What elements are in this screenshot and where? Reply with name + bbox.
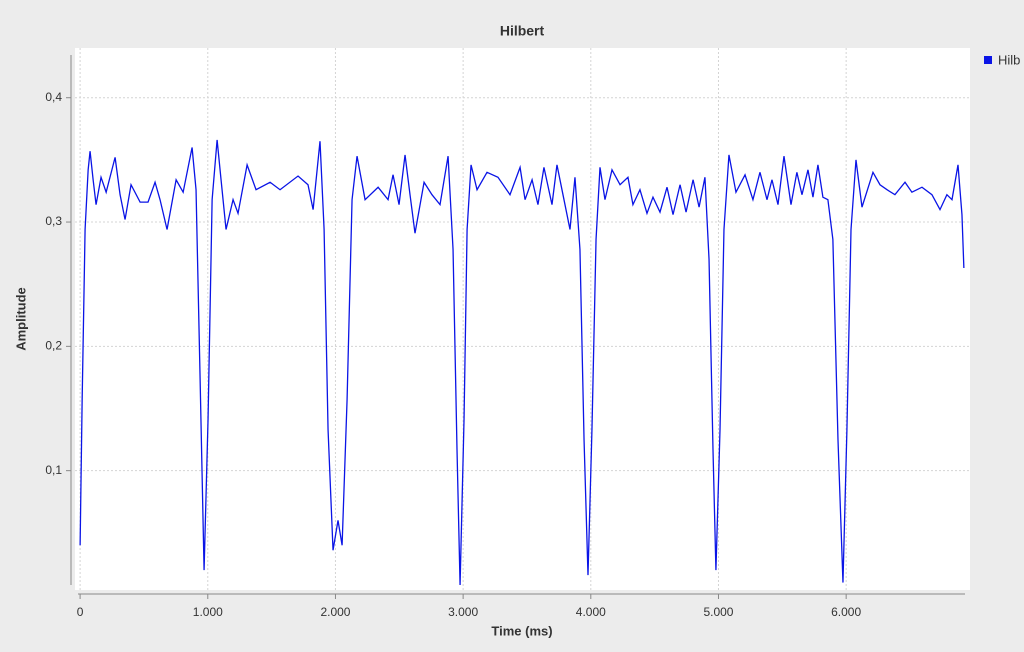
x-tick-label: 1.000 [193,605,223,619]
x-tick-label: 2.000 [320,605,350,619]
y-tick-label: 0,2 [45,339,62,353]
x-tick-label: 6.000 [831,605,861,619]
x-tick-label: 5.000 [703,605,733,619]
y-axis-label: Amplitude [13,287,28,351]
plot-area [75,48,970,590]
x-axis-label: Time (ms) [491,623,552,638]
legend-label: Hilb [998,52,1020,67]
y-tick-label: 0,4 [45,90,62,104]
x-tick-label: 0 [77,605,84,619]
legend-swatch [984,56,992,64]
y-tick-label: 0,1 [45,463,62,477]
data-line [79,139,965,586]
x-tick-label: 4.000 [576,605,606,619]
chart-title: Hilbert [500,23,545,39]
x-tick-label: 3.000 [448,605,478,619]
y-tick-label: 0,3 [45,214,62,228]
